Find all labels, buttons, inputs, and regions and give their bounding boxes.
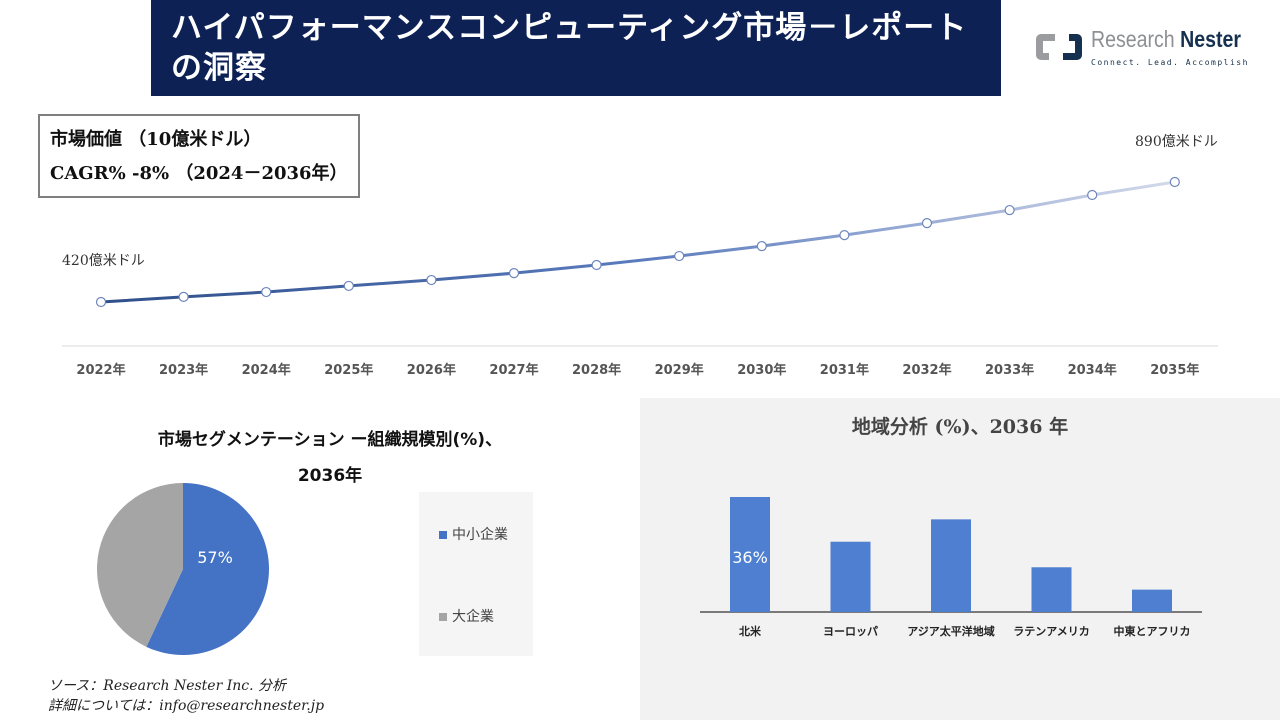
x-tick-label: 2022年 [76, 362, 125, 378]
x-tick-label: 2033年 [985, 362, 1034, 378]
data-point [674, 250, 685, 262]
data-point [95, 296, 107, 308]
logo-name: Research Nester [1091, 26, 1241, 52]
data-point [591, 259, 602, 271]
logo-icon [1036, 34, 1082, 60]
end-value-label: 890億米ドル [1135, 134, 1218, 150]
x-tick-label: 中東とアフリカ [1114, 624, 1191, 638]
x-tick-label: 北米 [739, 624, 762, 638]
bar [931, 519, 971, 612]
data-point [178, 291, 189, 302]
data-point [508, 268, 520, 279]
x-tick-label: 2029年 [655, 362, 704, 378]
x-tick-label: アジア太平洋地域 [907, 624, 995, 638]
region-panel: 地域分析 (%)、2036 年 北米 ヨーロッパ アジア太平洋地域 ラテンアメリカ 中東… [640, 398, 1280, 720]
x-tick-label: 2032年 [902, 362, 951, 378]
x-tick-label: 2026年 [407, 362, 456, 378]
data-point [426, 274, 437, 286]
data-point [839, 230, 850, 241]
source-note: ソース：Research Nester Inc. 分析 [48, 678, 287, 694]
x-tick-label: 2028年 [572, 362, 621, 378]
kpi-cagr: CAGR% -8% （2024－2036年） [50, 163, 348, 184]
data-point [1169, 176, 1180, 188]
bar [730, 497, 770, 612]
pie-chart: 57% [97, 483, 269, 655]
bar-data-label: 36% [732, 548, 768, 567]
bar-title: 地域分析 (%)、2036 年 [851, 416, 1069, 438]
pie-data-label: 57% [197, 548, 233, 567]
x-tick-label: ラテンアメリカ [1013, 625, 1089, 638]
x-tick-label: ヨーロッパ [823, 625, 878, 638]
x-tick-label: 2025年 [324, 362, 373, 378]
data-point [1004, 204, 1015, 216]
bar [1031, 567, 1072, 612]
data-point [261, 286, 272, 298]
footer: ソース：Research Nester Inc. 分析 詳細については：info… [48, 676, 324, 716]
x-tick-label: 2030年 [737, 362, 786, 378]
x-tick-label: 2031年 [820, 362, 869, 378]
start-value-label: 420億米ドル [62, 253, 145, 269]
pie-title: 市場セグメンテーション ー組織規模別(%)、 2036年 [157, 430, 503, 486]
legend-item-large: 大企業 [439, 606, 494, 626]
pie-slice [146, 483, 269, 655]
kpi-market-value: 市場価値 （10億米ドル） [50, 129, 262, 150]
x-tick-label: 2023年 [159, 362, 208, 378]
series-line [100, 180, 1176, 304]
data-point [343, 280, 354, 292]
data-point [1087, 189, 1098, 201]
legend-item-sme: 中小企業 [439, 524, 508, 544]
logo: Research Nester Connect. Lead. Accomplis… [1033, 26, 1263, 70]
x-tick-label: 2034年 [1068, 362, 1117, 378]
x-tick-label: 2027年 [489, 362, 538, 378]
bar-chart: 北米 ヨーロッパ アジア太平洋地域 ラテンアメリカ 中東とアフリカ 36% [700, 497, 1202, 638]
page-title: ハイパフォーマンスコンピューティング市場－レポートの洞察 [151, 0, 1001, 96]
contact-note: 詳細については：info@researchnester.jp [48, 698, 325, 714]
logo-tagline: Connect. Lead. Accomplish [1091, 58, 1249, 67]
data-point [921, 218, 933, 229]
x-tick-label: 2035年 [1150, 362, 1199, 378]
line-chart: 2022年 2023年 2024年 2025年 2026年 2027年 2028年 2029年… [62, 176, 1218, 378]
bar [1132, 589, 1172, 612]
pie-legend: 中小企業 大企業 [419, 492, 533, 656]
bar [830, 541, 871, 612]
x-tick-label: 2024年 [242, 362, 291, 378]
pie-slice [97, 483, 183, 647]
kpi-box: 市場価値 （10億米ドル） CAGR% -8% （2024－2036年） [38, 114, 360, 198]
data-point [756, 240, 767, 252]
